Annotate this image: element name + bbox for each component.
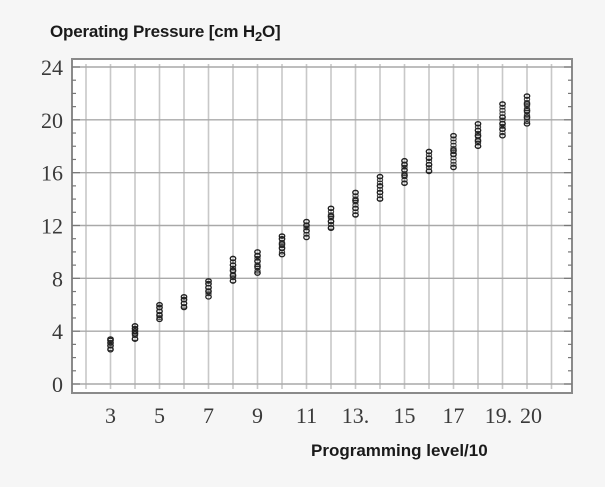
- data-point-marker: [474, 138, 482, 144]
- data-point-marker: [425, 161, 433, 168]
- x-tick-label: 15: [394, 403, 416, 428]
- y-axis-title-subscript: 2: [254, 29, 262, 44]
- y-tick-labels: 0 4 8 12 16 20 24: [41, 55, 63, 397]
- data-point-marker: [278, 241, 286, 247]
- data-point-marker: [401, 167, 408, 173]
- data-point-marker: [131, 336, 139, 342]
- x-tick-label: 5: [154, 403, 165, 428]
- data-point-marker: [401, 157, 408, 164]
- data-point-marker: [229, 262, 237, 268]
- data-point-marker: [401, 180, 408, 187]
- data-point-marker: [523, 120, 531, 127]
- x-tick-label: 20: [520, 403, 542, 428]
- data-point-marker: [376, 189, 384, 196]
- y-tick-label: 20: [41, 108, 63, 133]
- data-point-marker: [254, 270, 261, 276]
- data-point-marker: [474, 132, 482, 139]
- data-point-marker: [523, 114, 531, 121]
- x-tick-label: 9: [252, 403, 263, 428]
- data-point-marker: [450, 147, 457, 154]
- data-point-marker: [376, 173, 384, 180]
- data-point-marker: [523, 107, 531, 114]
- y-tick-label: 12: [41, 214, 63, 239]
- data-point-marker: [425, 168, 433, 175]
- data-point-marker: [229, 278, 237, 284]
- data-point-marker: [352, 205, 359, 212]
- data-point-marker: [474, 127, 482, 134]
- data-point-marker: [523, 101, 531, 107]
- data-point-marker: [352, 197, 359, 204]
- y-tick-label: 16: [41, 161, 63, 186]
- y-axis-title-end: O]: [261, 22, 281, 41]
- y-tick-label: 24: [41, 55, 63, 80]
- data-point-marker: [499, 101, 506, 107]
- data-point-marker: [425, 155, 433, 161]
- x-tick-labels: 3 5 7 9 11 13. 15 17 19. 20: [105, 403, 542, 428]
- data-point-marker: [425, 148, 433, 155]
- data-point-marker: [376, 183, 384, 189]
- data-point-marker: [352, 212, 359, 218]
- data-point-marker: [278, 235, 286, 242]
- data-point-marker: [352, 189, 359, 196]
- y-tick-label: 4: [52, 319, 63, 344]
- y-axis-title-main: Operating Pressure [cm H: [50, 22, 255, 41]
- data-point-marker: [474, 120, 482, 127]
- data-points: [107, 93, 531, 353]
- data-point-marker: [229, 255, 237, 262]
- x-tick-label: 13.: [342, 403, 370, 428]
- data-point-marker: [205, 278, 212, 284]
- data-point-marker: [229, 267, 237, 274]
- x-axis-title: Programming level/10: [311, 441, 488, 460]
- data-point-marker: [156, 304, 163, 311]
- data-point-marker: [205, 293, 212, 300]
- x-tick-label: 19.: [485, 403, 513, 428]
- data-point-marker: [254, 249, 261, 255]
- data-point-marker: [131, 328, 139, 335]
- data-point-marker: [229, 272, 237, 279]
- data-point-marker: [180, 296, 188, 303]
- data-point-marker: [254, 258, 261, 265]
- x-tick-label: 11: [296, 403, 317, 428]
- y-axis-title: Operating Pressure [cm H2O]: [50, 22, 281, 44]
- data-point-marker: [401, 172, 408, 179]
- data-point-marker: [180, 293, 188, 300]
- minor-ticks: [72, 66, 572, 385]
- data-point-marker: [303, 218, 310, 225]
- data-point-marker: [450, 132, 457, 139]
- data-point-marker: [254, 263, 261, 270]
- data-point-marker: [107, 342, 114, 349]
- data-point-marker: [376, 196, 384, 202]
- data-point-marker: [303, 234, 310, 241]
- x-tick-label: 17: [443, 403, 465, 428]
- data-point-marker: [499, 132, 506, 139]
- data-point-marker: [107, 336, 114, 342]
- data-point-marker: [131, 323, 139, 329]
- data-point-marker: [499, 114, 506, 121]
- data-point-marker: [450, 164, 457, 171]
- data-point-marker: [523, 93, 531, 99]
- data-point-marker: [499, 120, 506, 127]
- data-point-marker: [327, 205, 335, 212]
- data-point-marker: [131, 325, 139, 332]
- data-point-marker: [499, 126, 506, 132]
- data-point-marker: [474, 143, 482, 150]
- data-point-marker: [327, 218, 335, 225]
- data-point-marker: [131, 330, 139, 337]
- x-tick-label: 7: [203, 403, 214, 428]
- data-point-marker: [278, 251, 286, 258]
- data-point-marker: [205, 280, 212, 287]
- data-point-marker: [327, 213, 335, 220]
- data-point-marker: [156, 301, 163, 308]
- y-tick-label: 8: [52, 266, 63, 291]
- data-point-marker: [278, 233, 286, 239]
- x-tick-label: 3: [105, 403, 116, 428]
- y-tick-label: 0: [52, 372, 63, 397]
- data-point-marker: [327, 225, 335, 231]
- data-point-marker: [303, 227, 310, 234]
